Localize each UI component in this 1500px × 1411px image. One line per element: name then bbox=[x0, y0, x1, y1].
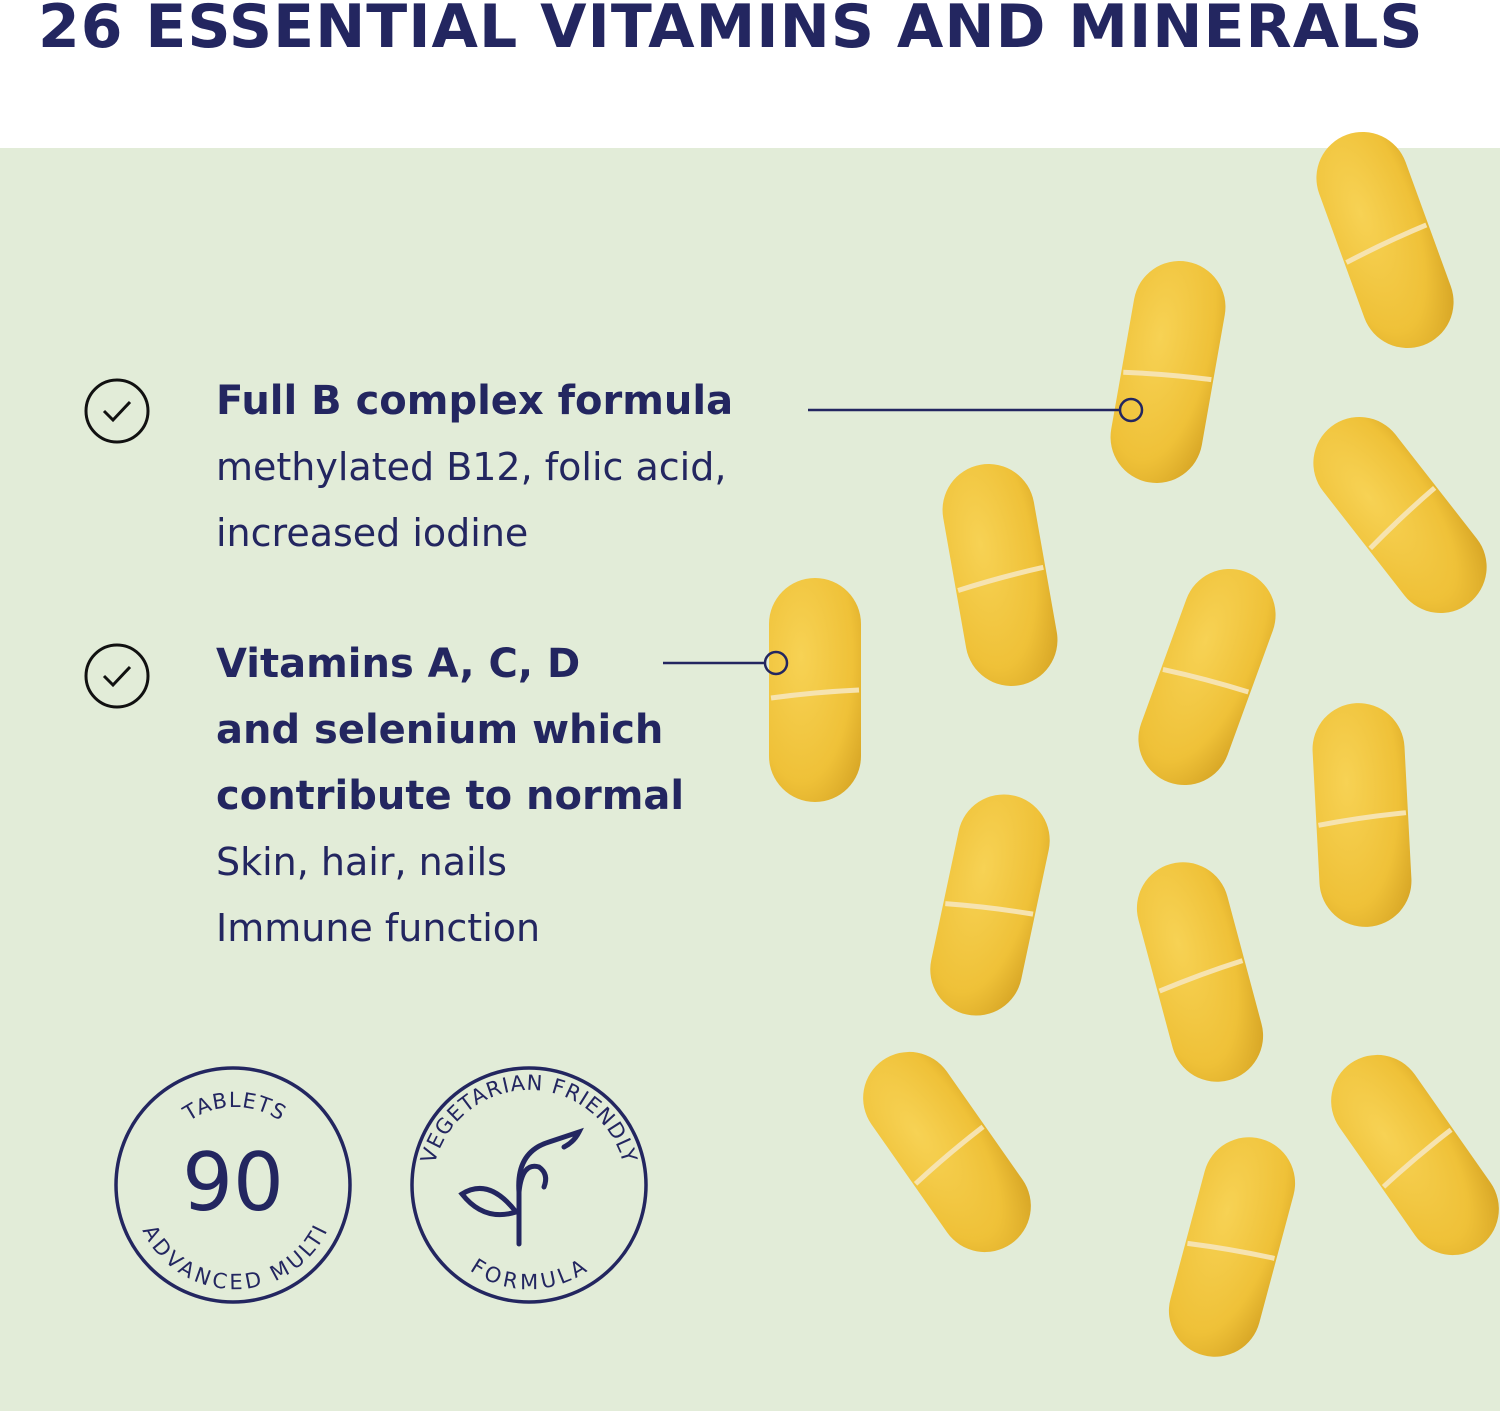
tablet-image bbox=[845, 1034, 1049, 1270]
feature-heading: contribute to normal bbox=[216, 773, 685, 819]
tablet-image bbox=[1313, 1037, 1500, 1273]
badge-top-text: TABLETS bbox=[178, 1088, 290, 1126]
svg-text:TABLETS: TABLETS bbox=[178, 1088, 291, 1126]
page-title: 26 ESSENTIAL VITAMINS AND MINERALS bbox=[38, 0, 1424, 62]
callout-dot-vitamins bbox=[763, 650, 789, 676]
feature-heading: and selenium which bbox=[216, 707, 664, 753]
tablet-image bbox=[1103, 254, 1232, 491]
tablet-image bbox=[1125, 556, 1288, 798]
tablet-image bbox=[1295, 398, 1500, 631]
svg-text:FORMULA: FORMULA bbox=[467, 1254, 592, 1294]
feature-detail: Skin, hair, nails bbox=[216, 840, 507, 884]
badge-bottom-text: FORMULA bbox=[467, 1254, 591, 1294]
tablet-image bbox=[935, 457, 1064, 694]
badge-number: 90 bbox=[182, 1136, 284, 1229]
tablet-image bbox=[1159, 1127, 1306, 1367]
feature-detail: Immune function bbox=[216, 906, 541, 950]
tablet-image bbox=[1303, 119, 1466, 361]
badge-vegetarian-friendly: VEGETARIAN FRIENDLY FORMULA bbox=[410, 1066, 648, 1304]
feature-detail: methylated B12, folic acid, bbox=[216, 445, 727, 489]
feature-heading: Full B complex formula bbox=[216, 378, 734, 424]
feature-b-complex: Full B complex formula methylated B12, f… bbox=[216, 368, 733, 566]
check-circle-icon bbox=[84, 643, 150, 709]
callout-lines bbox=[663, 397, 1144, 676]
leaf-sprout-icon bbox=[458, 1127, 584, 1247]
callout-dot-b-complex bbox=[1118, 397, 1144, 423]
feature-detail: increased iodine bbox=[216, 511, 529, 555]
check-circle-icon bbox=[84, 378, 150, 444]
feature-heading: Vitamins A, C, D bbox=[216, 641, 581, 687]
tablet-image bbox=[769, 578, 861, 802]
header: 26 ESSENTIAL VITAMINS AND MINERALS bbox=[0, 0, 1500, 148]
tablet-image bbox=[1127, 852, 1274, 1092]
tablet-image bbox=[922, 786, 1059, 1024]
feature-vitamins: Vitamins A, C, D and selenium which cont… bbox=[216, 631, 684, 961]
badge-90-tablets: TABLETS 90 ADVANCED MULTI bbox=[114, 1066, 352, 1304]
tablet-image bbox=[1310, 701, 1414, 930]
